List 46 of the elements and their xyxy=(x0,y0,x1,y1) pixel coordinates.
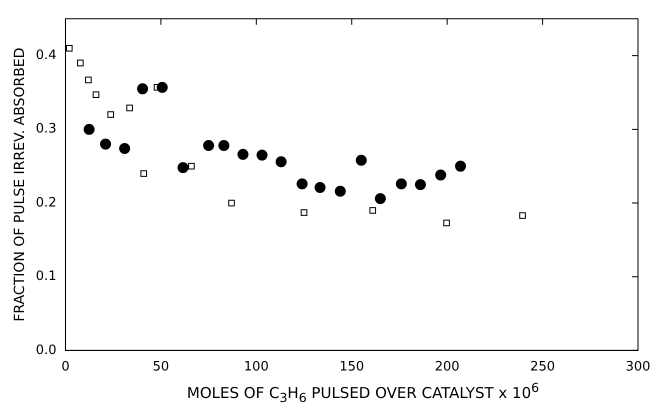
x-tick-label: 250 xyxy=(530,360,555,375)
point xyxy=(66,44,73,52)
point xyxy=(137,83,148,94)
y-tick-label: 0.1 xyxy=(36,269,56,284)
point xyxy=(107,111,114,118)
point xyxy=(455,160,466,172)
point xyxy=(237,148,248,160)
point xyxy=(296,178,308,190)
point xyxy=(188,162,195,170)
y-tick-label: 0.0 xyxy=(36,342,56,358)
point xyxy=(369,207,376,214)
x-tick-label: 200 xyxy=(434,360,460,375)
point xyxy=(314,182,326,194)
point xyxy=(334,186,346,197)
x-tick-label: 0 xyxy=(61,360,70,375)
y-axis-title: FRACTION OF PULSE IRREV. ABSORBED xyxy=(12,48,28,322)
y-tick-label: 0.2 xyxy=(36,195,56,210)
point xyxy=(119,142,130,154)
point xyxy=(519,212,526,219)
point xyxy=(374,193,386,204)
x-axis-title: MOLES OF C$_{3}$H$_{6}$ PULSED OVER CATALYST x 10$^{6}$ xyxy=(186,380,540,405)
y-tick-label: 0.3 xyxy=(36,122,56,137)
point xyxy=(218,140,230,152)
point xyxy=(126,104,133,112)
point xyxy=(84,124,95,135)
point xyxy=(443,220,450,226)
point xyxy=(203,140,214,152)
x-tick-label: 100 xyxy=(244,360,269,375)
point xyxy=(77,60,84,66)
x-tick-label: 150 xyxy=(339,360,364,375)
point xyxy=(435,170,446,181)
point xyxy=(300,209,308,216)
point xyxy=(140,170,148,177)
point xyxy=(414,179,426,190)
point xyxy=(178,162,189,174)
point xyxy=(256,150,268,161)
point xyxy=(276,156,287,168)
point xyxy=(85,76,92,84)
point xyxy=(396,178,407,190)
point xyxy=(100,138,112,150)
x-tick-label: 300 xyxy=(626,360,650,375)
point xyxy=(92,91,100,98)
point xyxy=(228,200,235,206)
x-tick-label: 50 xyxy=(152,360,170,375)
point xyxy=(356,154,367,166)
y-tick-label: 0.4 xyxy=(36,48,56,64)
